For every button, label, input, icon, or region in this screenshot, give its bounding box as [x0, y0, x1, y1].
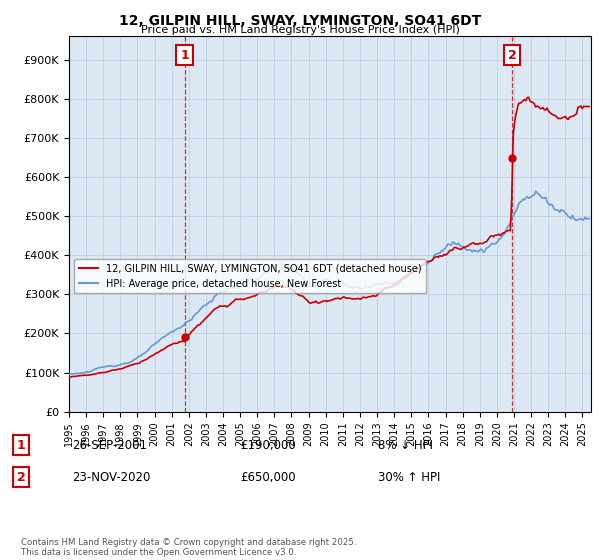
Text: 1: 1 — [180, 49, 189, 62]
Text: Contains HM Land Registry data © Crown copyright and database right 2025.
This d: Contains HM Land Registry data © Crown c… — [21, 538, 356, 557]
Text: 12, GILPIN HILL, SWAY, LYMINGTON, SO41 6DT: 12, GILPIN HILL, SWAY, LYMINGTON, SO41 6… — [119, 14, 481, 28]
Text: 26-SEP-2001: 26-SEP-2001 — [72, 438, 147, 452]
Text: Price paid vs. HM Land Registry's House Price Index (HPI): Price paid vs. HM Land Registry's House … — [140, 25, 460, 35]
Text: 2: 2 — [17, 470, 25, 484]
Text: 30% ↑ HPI: 30% ↑ HPI — [378, 470, 440, 484]
Text: £190,000: £190,000 — [240, 438, 296, 452]
Text: £650,000: £650,000 — [240, 470, 296, 484]
Text: 2: 2 — [508, 49, 517, 62]
Text: 1: 1 — [17, 438, 25, 452]
Text: 23-NOV-2020: 23-NOV-2020 — [72, 470, 151, 484]
Legend: 12, GILPIN HILL, SWAY, LYMINGTON, SO41 6DT (detached house), HPI: Average price,: 12, GILPIN HILL, SWAY, LYMINGTON, SO41 6… — [74, 259, 427, 293]
Text: 8% ↓ HPI: 8% ↓ HPI — [378, 438, 433, 452]
